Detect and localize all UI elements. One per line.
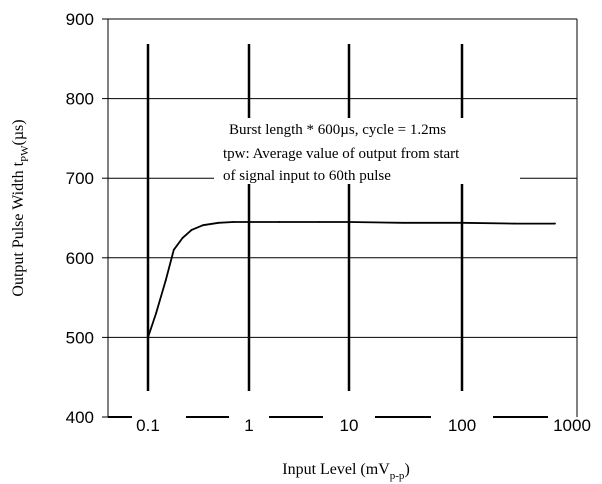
grid-layer <box>108 44 577 391</box>
x-tick-label-10: 10 <box>340 416 359 435</box>
annotation-line-1: Burst length * 600µs, cycle = 1.2ms <box>229 122 446 138</box>
series-line-1 <box>147 221 555 338</box>
data-point <box>147 336 149 339</box>
y-tick-label-800: 800 <box>66 90 94 109</box>
y-tick-label-400: 400 <box>66 408 94 427</box>
data-point <box>202 224 204 227</box>
data-point <box>348 221 350 223</box>
series-layer <box>147 221 556 339</box>
annotation-line-3: of signal input to 60th pulse <box>223 168 391 184</box>
x-tick-label-1: 1 <box>244 416 253 435</box>
y-tick-label-500: 500 <box>66 328 94 347</box>
x-tick-label-0.1: 0.1 <box>136 416 160 435</box>
annotation-line-2: tpw: Average value of output from start <box>223 146 460 162</box>
y-tick-label-900: 900 <box>66 10 94 29</box>
data-point <box>164 279 167 281</box>
data-point <box>155 312 157 315</box>
y-axis-title: Output Pulse Width tPW(µs) <box>10 119 31 296</box>
data-point <box>217 221 220 224</box>
data-point <box>181 237 184 239</box>
data-point <box>232 221 235 223</box>
x-tick-label-1000: 1000 <box>553 416 591 435</box>
x-axis-title: Input Level (mVp-p) <box>282 461 410 482</box>
y-tick-label-700: 700 <box>66 169 94 188</box>
data-point <box>513 222 516 225</box>
annotation-box: Burst length * 600µs, cycle = 1.2ms tpw:… <box>214 118 520 184</box>
data-point <box>172 248 175 251</box>
data-point <box>190 229 193 231</box>
data-point <box>248 221 250 223</box>
axes-layer <box>102 18 578 418</box>
tick-label-layer: 400 500 600 700 800 900 0.1 1 10 100 1000 <box>66 10 591 435</box>
data-point <box>317 221 320 223</box>
x-tick-label-100: 100 <box>448 416 476 435</box>
data-point <box>402 221 404 224</box>
data-point <box>461 221 463 224</box>
data-point <box>278 221 281 223</box>
data-point <box>554 222 556 225</box>
y-tick-label-600: 600 <box>66 249 94 268</box>
